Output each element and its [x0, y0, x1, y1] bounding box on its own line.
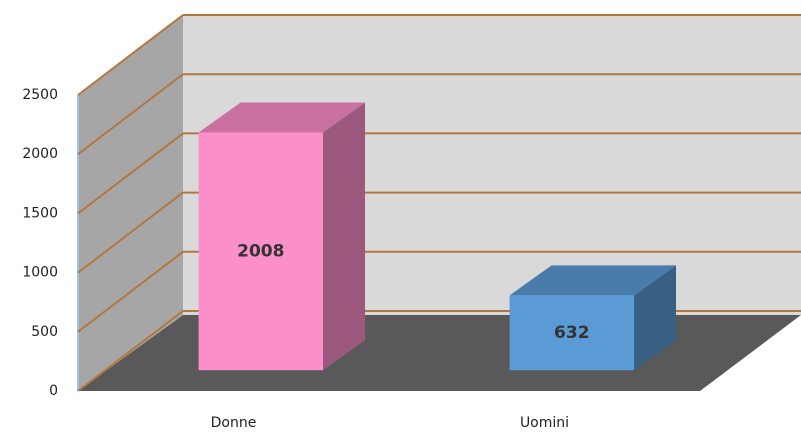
y-tick-label: 2000	[22, 146, 58, 162]
floor	[78, 315, 801, 391]
y-tick-label: 0	[49, 383, 58, 399]
bar-top	[198, 102, 365, 133]
bar-side	[634, 265, 676, 371]
x-tick-label: Uomini	[520, 415, 569, 431]
y-tick-label: 1000	[22, 265, 58, 281]
grid-line	[77, 310, 184, 392]
side-wall	[78, 15, 183, 391]
grid-line	[77, 132, 184, 215]
y-tick-label: 2500	[22, 87, 58, 103]
value-label: 632	[554, 323, 590, 343]
grid-line	[77, 73, 184, 155]
bar	[198, 132, 323, 371]
grid-line	[77, 14, 184, 96]
grid-line	[77, 191, 184, 274]
y-tick-label: 1500	[22, 205, 58, 221]
bar-side	[323, 102, 365, 371]
y-tick-label: 500	[31, 324, 58, 340]
x-tick-label: Donne	[211, 415, 257, 431]
value-label: 2008	[237, 241, 284, 261]
bar	[509, 295, 634, 371]
bar-top	[509, 265, 676, 296]
grid-line	[77, 251, 184, 333]
